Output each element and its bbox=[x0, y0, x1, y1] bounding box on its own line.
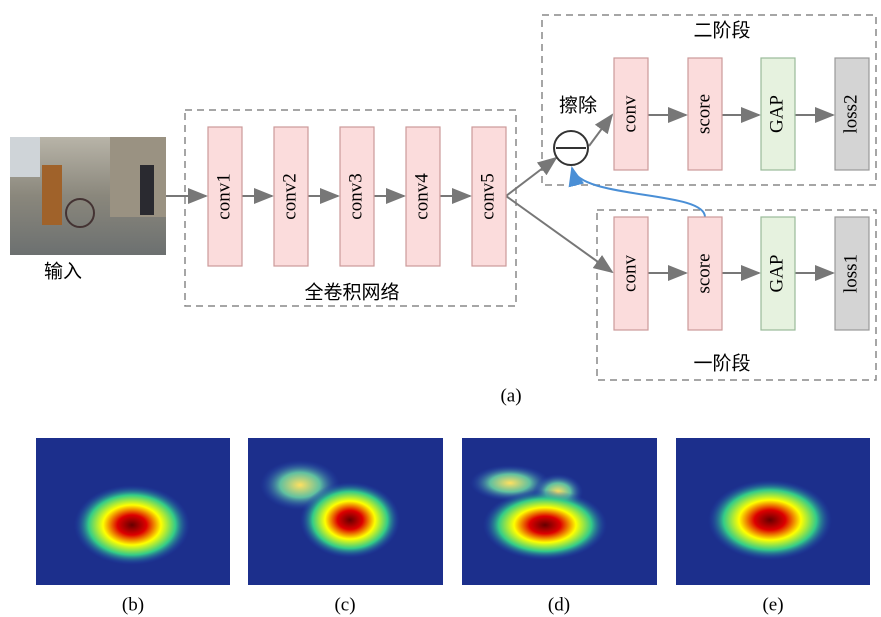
label: (e) bbox=[762, 594, 783, 615]
input-image bbox=[10, 137, 166, 255]
label: (c) bbox=[334, 594, 355, 615]
figure: conv1 conv2 conv3 conv4 conv5 conv score GAP los… bbox=[0, 0, 881, 617]
layer-label: conv bbox=[619, 255, 640, 292]
label: 一阶段 bbox=[693, 353, 750, 375]
layer-label: conv3 bbox=[345, 173, 366, 219]
layer-label: conv2 bbox=[279, 173, 300, 219]
layer-label: GAP bbox=[766, 254, 787, 292]
label: (d) bbox=[548, 594, 570, 615]
label: 全卷积网络 bbox=[304, 282, 399, 304]
layer-label: conv bbox=[619, 95, 640, 132]
heatmaps bbox=[36, 438, 870, 585]
layer-label: conv1 bbox=[213, 173, 234, 219]
layer-label: loss2 bbox=[840, 94, 861, 133]
layer-label: GAP bbox=[766, 95, 787, 133]
layer-label: score bbox=[693, 94, 714, 134]
label: 擦除 bbox=[559, 95, 597, 117]
label: (b) bbox=[122, 594, 144, 615]
layer-label: score bbox=[693, 253, 714, 293]
label: (a) bbox=[500, 385, 521, 406]
label: 二阶段 bbox=[693, 20, 750, 42]
layer-label: conv5 bbox=[477, 173, 498, 219]
erase-operator bbox=[554, 131, 588, 165]
layer-label: conv4 bbox=[411, 173, 432, 220]
layer-label: loss1 bbox=[840, 254, 861, 293]
label: 输入 bbox=[44, 261, 82, 283]
